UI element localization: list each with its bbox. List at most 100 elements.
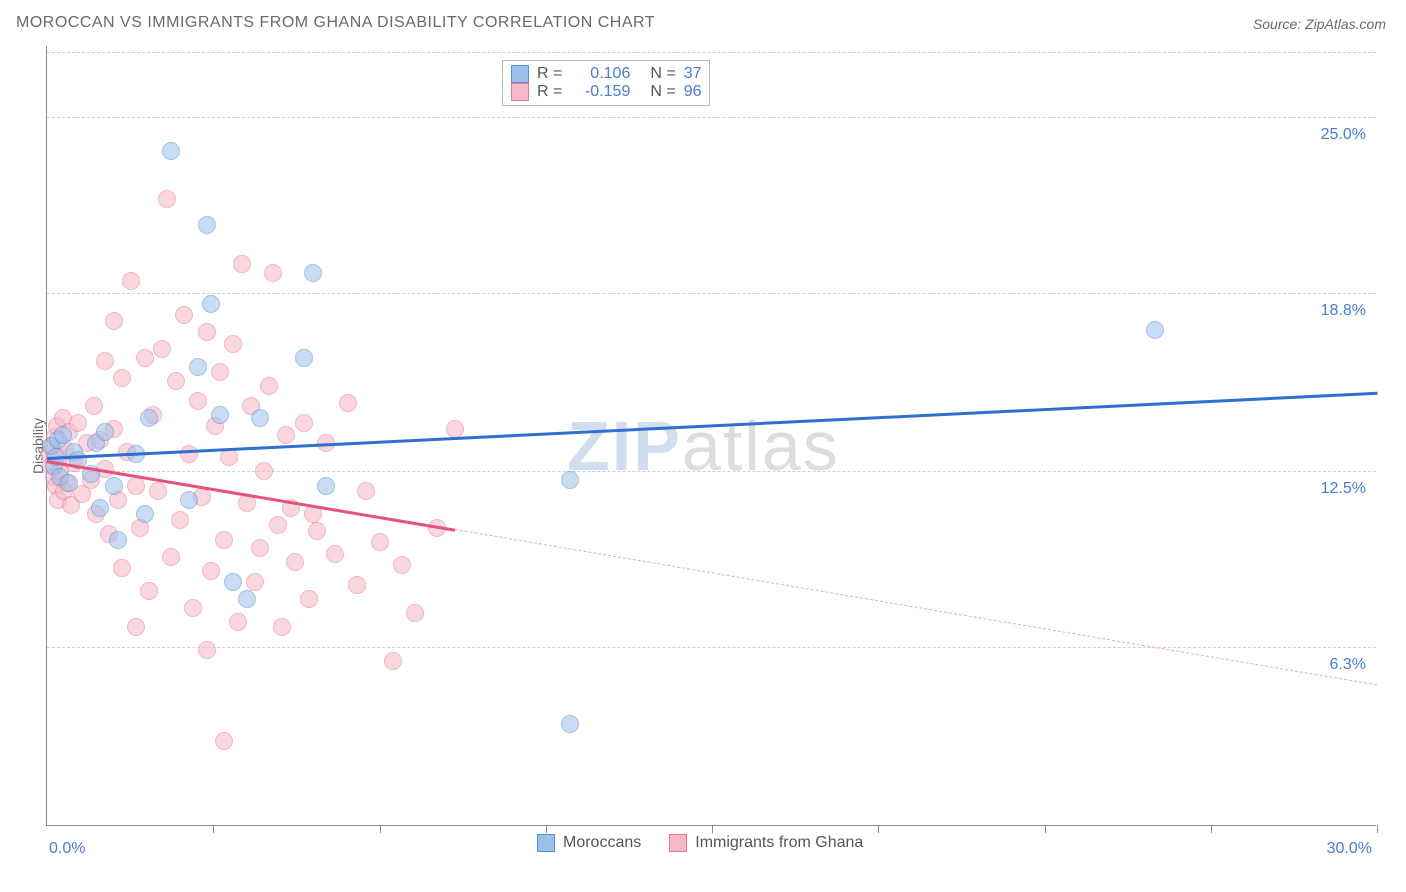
data-point-ghana [162,548,180,566]
data-point-moroccans [295,349,313,367]
data-point-ghana [158,190,176,208]
data-point-ghana [406,604,424,622]
data-point-ghana [211,363,229,381]
data-point-moroccans [304,264,322,282]
data-point-ghana [446,420,464,438]
data-point-ghana [184,599,202,617]
y-tick-label: 12.5% [1321,480,1366,498]
x-tick [878,825,879,833]
watermark-zip: ZIP [567,407,682,485]
data-point-moroccans [251,409,269,427]
data-point-ghana [295,414,313,432]
legend-r-value: -0.159 [570,83,630,101]
plot-area: ZIPatlas R =0.106N =37R =-0.159N =96 Mor… [46,46,1376,826]
data-point-ghana [339,394,357,412]
data-point-ghana [384,652,402,670]
legend-n-label: N = [650,65,675,83]
data-point-ghana [85,397,103,415]
data-point-ghana [308,522,326,540]
data-point-moroccans [202,295,220,313]
data-point-moroccans [54,426,72,444]
y-tick-label: 18.8% [1321,302,1366,320]
data-point-ghana [246,573,264,591]
data-point-ghana [127,477,145,495]
data-point-ghana [357,482,375,500]
legend-n-label: N = [650,83,675,101]
data-point-ghana [215,732,233,750]
data-point-moroccans [561,471,579,489]
x-tick [712,825,713,833]
gridline [47,471,1376,472]
legend-n-value: 96 [684,83,702,101]
data-point-ghana [105,312,123,330]
legend-n-value: 37 [684,65,702,83]
legend-row-ghana: R = -0.159 N = 96 [511,83,701,101]
data-point-ghana [300,590,318,608]
x-tick [1211,825,1212,833]
data-point-ghana [224,335,242,353]
data-point-ghana [122,272,140,290]
y-tick-label: 25.0% [1321,126,1366,144]
x-axis-max-label: 30.0% [1327,840,1372,858]
data-point-ghana [198,641,216,659]
data-point-moroccans [238,590,256,608]
data-point-ghana [171,511,189,529]
data-point-ghana [260,377,278,395]
data-point-ghana [251,539,269,557]
y-tick-label: 6.3% [1330,656,1366,674]
data-point-ghana [202,562,220,580]
x-tick [380,825,381,833]
x-tick [1045,825,1046,833]
source-attribution: Source: ZipAtlas.com [1253,16,1386,32]
data-point-moroccans [60,474,78,492]
data-point-ghana [149,482,167,500]
data-point-moroccans [96,423,114,441]
data-point-ghana [180,445,198,463]
x-tick [213,825,214,833]
data-point-ghana [167,372,185,390]
data-point-ghana [348,576,366,594]
legend-swatch [537,834,555,852]
data-point-moroccans [136,505,154,523]
data-point-ghana [113,559,131,577]
data-point-moroccans [1146,321,1164,339]
data-point-ghana [153,340,171,358]
series-legend-label: Immigrants from Ghana [695,834,863,852]
data-point-ghana [255,462,273,480]
data-point-moroccans [91,499,109,517]
data-point-ghana [233,255,251,273]
data-point-ghana [277,426,295,444]
data-point-ghana [273,618,291,636]
series-legend: Moroccans Immigrants from Ghana [537,834,863,852]
chart-title: MOROCCAN VS IMMIGRANTS FROM GHANA DISABI… [16,14,655,32]
x-tick [546,825,547,833]
data-point-ghana [175,306,193,324]
data-point-ghana [286,553,304,571]
watermark: ZIPatlas [567,406,840,486]
legend-r-label: R = [537,83,562,101]
data-point-moroccans [211,406,229,424]
data-point-ghana [215,531,233,549]
data-point-moroccans [180,491,198,509]
data-point-ghana [269,516,287,534]
data-point-moroccans [224,573,242,591]
legend-r-label: R = [537,65,562,83]
gridline [47,293,1376,294]
x-axis-min-label: 0.0% [49,840,85,858]
correlation-legend: R = 0.106 N = 37 R = -0.159 N = 96 [502,60,710,106]
data-point-ghana [189,392,207,410]
chart-container: MOROCCAN VS IMMIGRANTS FROM GHANA DISABI… [0,0,1406,892]
gridline [47,52,1376,53]
data-point-moroccans [561,715,579,733]
data-point-ghana [198,323,216,341]
gridline [47,647,1376,648]
data-point-ghana [127,618,145,636]
data-point-moroccans [317,477,335,495]
data-point-ghana [229,613,247,631]
data-point-moroccans [198,216,216,234]
series-legend-label: Moroccans [563,834,641,852]
legend-r-value: 0.106 [570,65,630,83]
gridline [47,117,1376,118]
legend-swatch [669,834,687,852]
series-legend-item-moroccans: Moroccans [537,834,641,852]
